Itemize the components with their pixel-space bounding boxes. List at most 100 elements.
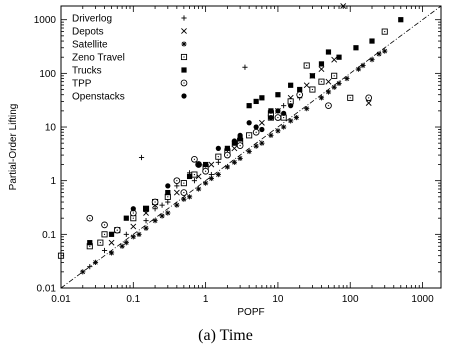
- point-trucks: [165, 189, 171, 196]
- point-satellite: [281, 124, 287, 130]
- point-zeno-travel: [381, 28, 388, 35]
- legend-marker-driverlog: [181, 15, 187, 21]
- legend-marker-satellite: [181, 41, 187, 47]
- legend-label-driverlog: Driverlog: [72, 14, 112, 25]
- point-openstacks: [281, 110, 287, 116]
- point-driverlog: [165, 199, 171, 205]
- point-depots: [208, 161, 215, 168]
- point-tpp: [86, 214, 94, 222]
- x-tick-label: 1: [203, 294, 209, 305]
- point-driverlog: [138, 154, 145, 161]
- point-driverlog: [242, 64, 248, 70]
- legend-marker-tpp: [180, 79, 188, 87]
- point-depots: [303, 82, 310, 89]
- point-trucks: [123, 215, 129, 221]
- point-openstacks: [246, 120, 252, 126]
- y-tick-label: 1: [50, 176, 56, 187]
- point-tpp: [296, 91, 304, 99]
- point-satellite: [119, 243, 125, 249]
- point-trucks: [336, 54, 342, 60]
- point-tpp: [151, 198, 159, 206]
- points-layer: [57, 3, 404, 275]
- point-zeno-travel: [309, 86, 316, 93]
- point-depots: [173, 189, 180, 196]
- point-tpp: [274, 114, 282, 121]
- point-openstacks: [253, 124, 259, 130]
- point-satellite: [208, 175, 214, 182]
- legend-marker-openstacks: [181, 93, 187, 99]
- x-tick-label: 100: [342, 294, 359, 305]
- point-trucks: [224, 145, 230, 151]
- point-satellite: [224, 164, 230, 170]
- point-driverlog: [174, 183, 180, 189]
- point-depots: [258, 119, 265, 126]
- point-satellite: [196, 186, 202, 192]
- point-trucks: [268, 108, 274, 114]
- point-trucks: [297, 86, 303, 93]
- legend-label-satellite: Satellite: [72, 40, 108, 51]
- point-driverlog: [101, 247, 108, 254]
- point-satellite: [344, 75, 350, 82]
- point-driverlog: [159, 202, 165, 208]
- point-satellite: [123, 240, 129, 246]
- point-satellite: [304, 106, 310, 112]
- point-satellite: [92, 259, 99, 265]
- point-trucks: [325, 49, 332, 55]
- point-satellite: [293, 114, 299, 121]
- x-tick-label: 0.1: [126, 294, 140, 305]
- point-trucks: [186, 173, 193, 180]
- point-openstacks: [215, 145, 221, 151]
- figure-caption: (a) Time: [198, 327, 253, 344]
- point-tpp: [113, 226, 121, 234]
- point-trucks: [203, 161, 209, 168]
- point-trucks: [143, 206, 149, 212]
- point-satellite: [174, 202, 180, 208]
- point-driverlog: [143, 218, 149, 224]
- point-trucks: [309, 73, 316, 79]
- point-driverlog: [87, 264, 93, 270]
- reference-line-y-equals-x: [60, 5, 442, 289]
- point-tpp: [365, 94, 373, 102]
- point-satellite: [231, 159, 237, 165]
- point-satellite: [259, 140, 265, 146]
- reference-line-layer: [60, 5, 442, 289]
- point-satellite: [186, 194, 193, 200]
- x-tick-label: 0.01: [51, 294, 71, 305]
- point-zeno-travel: [318, 78, 325, 85]
- point-trucks: [275, 92, 281, 98]
- point-openstacks: [275, 108, 281, 114]
- x-tick-label: 1000: [411, 294, 434, 305]
- point-trucks: [259, 95, 265, 101]
- point-satellite: [376, 51, 382, 57]
- point-satellite: [360, 62, 366, 69]
- y-tick-label: 0.1: [42, 230, 56, 241]
- point-zeno-travel: [130, 215, 137, 222]
- point-zeno-travel: [215, 153, 222, 160]
- point-satellite: [331, 84, 337, 90]
- point-driverlog: [123, 231, 129, 237]
- point-satellite: [136, 231, 142, 237]
- point-depots: [365, 100, 372, 106]
- legend-marker-trucks: [181, 67, 187, 73]
- point-depots: [318, 66, 325, 73]
- point-trucks: [288, 82, 294, 88]
- point-zeno-travel: [303, 62, 310, 69]
- point-openstacks: [165, 183, 171, 189]
- point-satellite: [130, 234, 136, 240]
- point-tpp: [202, 167, 209, 175]
- y-tick-label: 100: [39, 69, 56, 80]
- point-trucks: [87, 240, 93, 246]
- point-satellite: [215, 171, 221, 178]
- point-openstacks: [288, 103, 294, 109]
- point-satellite: [369, 57, 375, 63]
- point-openstacks: [268, 114, 274, 121]
- point-openstacks: [237, 132, 243, 138]
- point-trucks: [369, 38, 375, 44]
- legend-label-depots: Depots: [72, 27, 104, 38]
- point-satellite: [237, 155, 243, 162]
- point-openstacks: [196, 161, 202, 168]
- point-zeno-travel: [97, 239, 104, 246]
- y-tick-label: 0.01: [37, 284, 57, 295]
- legend-marker-depots: [181, 28, 187, 34]
